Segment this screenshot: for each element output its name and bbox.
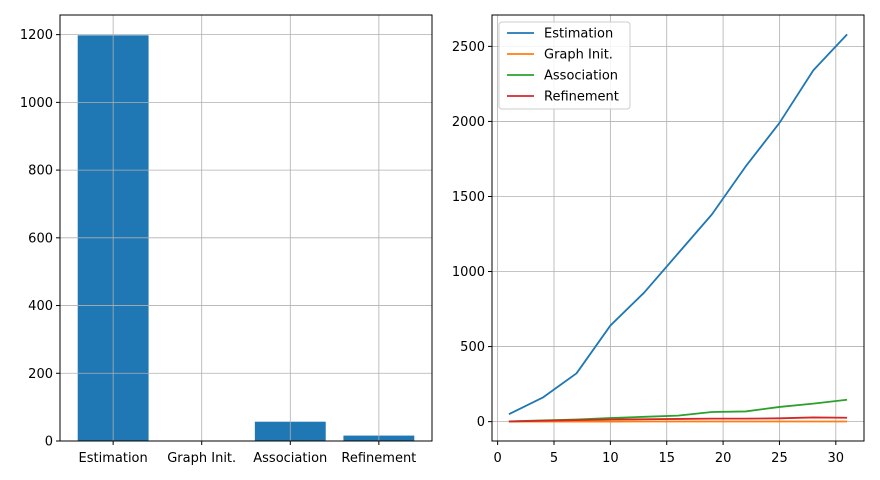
bar-y-tick-label: 200 — [28, 367, 53, 382]
bar-y-tick-label: 400 — [28, 299, 53, 314]
line-y-tick-label: 500 — [460, 340, 485, 355]
bar-x-tick-label: Graph Init. — [167, 451, 236, 466]
line-x-tick-label: 25 — [771, 451, 788, 466]
line-x-tick-label: 20 — [715, 451, 732, 466]
bar-x-tick-label: Association — [253, 451, 327, 466]
line-y-tick-label: 1000 — [452, 265, 485, 280]
series-line-refinement — [508, 416, 848, 423]
line-chart-panel: 0 500 1000 1500 2000 2500 0 5 10 15 20 25 30 Estimati… — [452, 14, 865, 466]
bar-y-tick-label: 600 — [28, 231, 53, 246]
legend-label: Graph Init. — [544, 48, 613, 63]
bar-y-tick-label: 1200 — [20, 28, 53, 43]
bar-y-tick-label: 800 — [28, 164, 53, 179]
legend-label: Estimation — [544, 27, 613, 42]
line-y-tick-label: 2500 — [452, 40, 485, 55]
bar-y-tick-label: 0 — [45, 435, 53, 450]
line-axes-frame — [491, 14, 865, 442]
legend-box — [498, 21, 631, 110]
bar-axes-frame — [59, 14, 433, 442]
line-x-tick-label: 10 — [602, 451, 619, 466]
line-x-tick-label: 5 — [550, 451, 558, 466]
line-x-tick-label: 15 — [658, 451, 675, 466]
bar-x-tick-label: Estimation — [79, 451, 148, 466]
bar-y-tick-label: 1000 — [20, 96, 53, 111]
legend-label: Refinement — [544, 90, 619, 105]
bar-x-tick-label: Refinement — [341, 451, 416, 466]
line-y-tick-label: 2000 — [452, 115, 485, 130]
bar-chart-panel: 0 200 400 600 800 1000 1200 Estimation Graph Ini… — [20, 14, 433, 466]
line-y-tick-label: 0 — [477, 415, 485, 430]
series-line-estimation — [508, 33, 848, 415]
legend-label: Association — [544, 69, 618, 84]
line-x-tick-label: 30 — [828, 451, 845, 466]
line-y-tick-label: 1500 — [452, 190, 485, 205]
line-x-tick-label: 0 — [493, 451, 501, 466]
